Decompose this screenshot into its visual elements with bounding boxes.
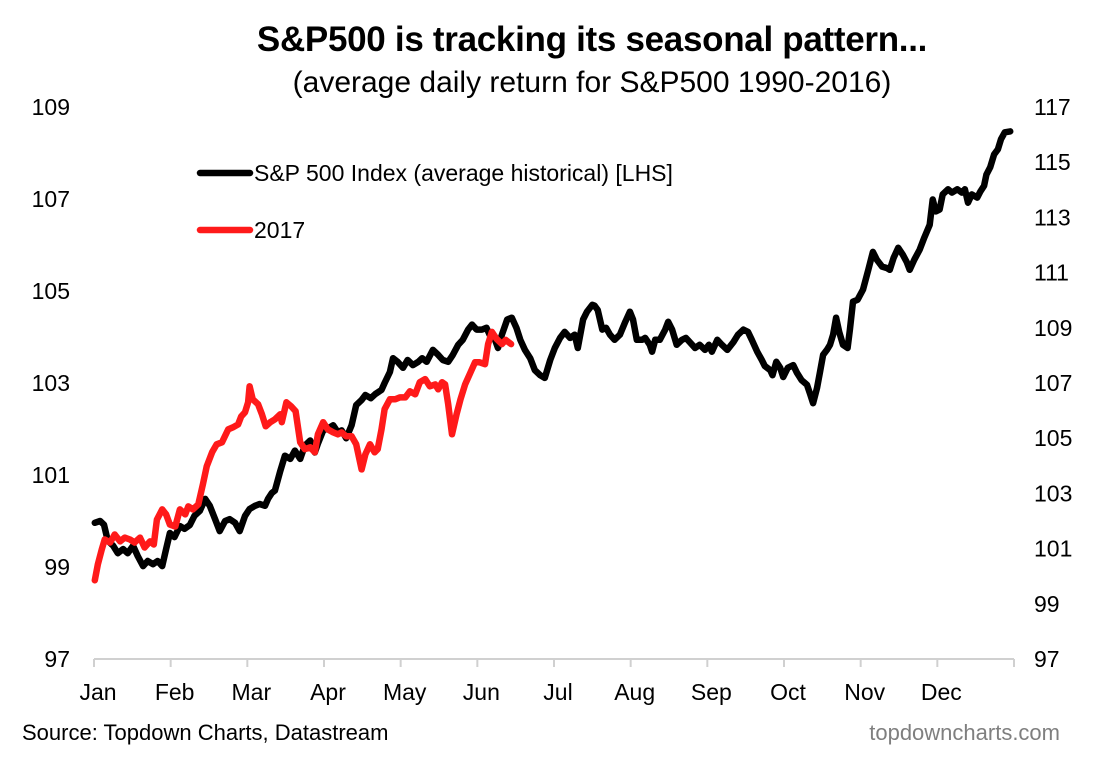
y-right-tick-label: 103 — [1034, 480, 1072, 506]
y-right-tick-label: 115 — [1034, 149, 1071, 175]
legend-item: 2017 — [196, 217, 305, 243]
legend-label: 2017 — [254, 217, 305, 243]
y-right-tick-label: 105 — [1034, 425, 1072, 451]
y-right-tick-label: 113 — [1034, 204, 1071, 230]
chart-subtitle: (average daily return for S&P500 1990-20… — [292, 66, 892, 99]
series-line-year-2017 — [91, 328, 515, 584]
y-right-tick-label: 107 — [1034, 370, 1072, 396]
series-lines — [91, 128, 1014, 584]
y-left-tick-label: 97 — [44, 646, 70, 672]
legend: S&P 500 Index (average historical) [LHS]… — [196, 160, 673, 243]
x-tick-label: Sep — [691, 679, 732, 705]
y-right-tick-label: 99 — [1034, 591, 1060, 617]
x-tick-label: Nov — [844, 679, 885, 705]
brand-watermark: topdowncharts.com — [869, 720, 1060, 745]
y-right-tick-label: 109 — [1034, 315, 1072, 341]
y-right-tick-label: 97 — [1034, 646, 1060, 672]
y-left-tick-label: 99 — [44, 554, 70, 580]
axes: Jan Feb Mar Apr May Jun Jul Aug Sep Oct Nov Dec 97 99… — [32, 94, 1073, 705]
x-tick-label: Oct — [770, 679, 806, 705]
x-tick-label: May — [383, 679, 427, 705]
y-right-tick-label: 111 — [1034, 260, 1069, 286]
y-right-tick-label: 101 — [1034, 536, 1072, 562]
chart-title: S&P500 is tracking its seasonal pattern.… — [256, 20, 928, 59]
x-tick-label: Jun — [463, 679, 500, 705]
x-tick-label: Apr — [310, 679, 346, 705]
y-left-tick-label: 109 — [32, 94, 70, 120]
legend-label: S&P 500 Index (average historical) [LHS] — [254, 160, 673, 186]
x-tick-label: Jul — [543, 679, 572, 705]
legend-item: S&P 500 Index (average historical) [LHS] — [196, 160, 673, 186]
x-tick-label: Mar — [232, 679, 272, 705]
y-left-tick-label: 101 — [32, 462, 70, 488]
x-tick-label: Aug — [614, 679, 655, 705]
x-tick-label: Jan — [79, 679, 116, 705]
series-line-sp500-average-historical — [91, 128, 1014, 570]
y-left-tick-label: 103 — [32, 370, 70, 396]
y-left-tick-label: 105 — [32, 278, 70, 304]
x-tick-label: Feb — [155, 679, 195, 705]
y-right-tick-label: 117 — [1034, 94, 1071, 120]
x-tick-label: Dec — [921, 679, 962, 705]
y-left-tick-label: 107 — [32, 186, 70, 212]
source-note: Source: Topdown Charts, Datastream — [22, 720, 389, 745]
